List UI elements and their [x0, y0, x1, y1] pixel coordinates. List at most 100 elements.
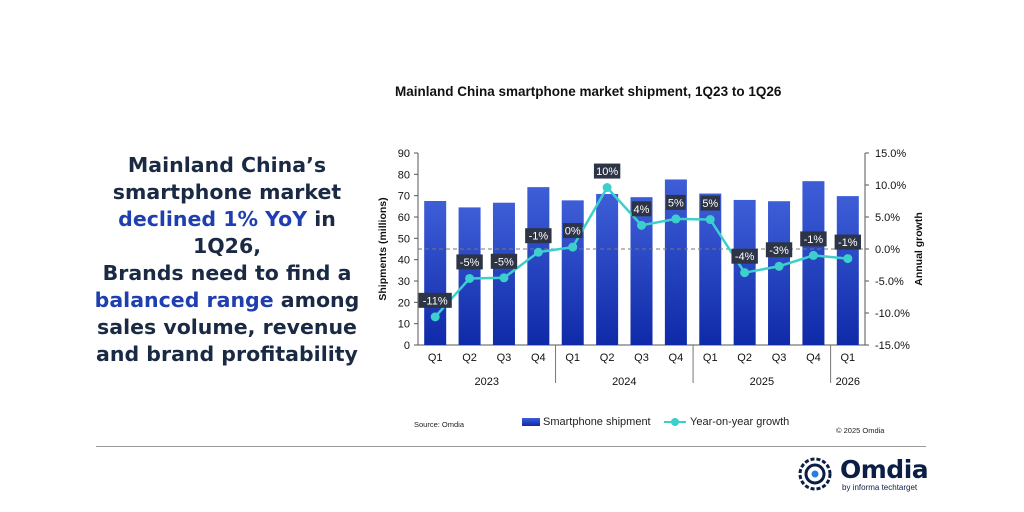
yoy-growth-point — [533, 247, 543, 257]
yoy-growth-point — [499, 273, 509, 283]
x-tick-label: Q2 — [462, 352, 477, 364]
yoy-label-box — [631, 201, 652, 217]
yoy-data-label: -1% — [838, 237, 858, 249]
bar-shipment — [424, 201, 447, 345]
headline-line: and brand profitability — [96, 342, 358, 366]
x-group-label: 2026 — [836, 376, 860, 388]
y2-tick-label: 15.0% — [875, 148, 906, 160]
yoy-data-label: -11% — [423, 295, 448, 307]
x-tick-label: Q1 — [840, 352, 855, 364]
yoy-growth-point — [843, 254, 853, 264]
yoy-data-label: 5% — [668, 197, 684, 209]
y2-tick-label: 5.0% — [875, 212, 900, 224]
headline-line: sales volume, revenue — [97, 315, 357, 339]
yoy-label-box — [834, 234, 862, 250]
yoy-label-box — [731, 248, 758, 264]
omdia-logo-icon — [798, 457, 832, 491]
bar-shipment — [596, 193, 619, 345]
yoy-label-box — [666, 194, 686, 210]
yoy-label-box — [800, 231, 827, 247]
x-tick-label: Q1 — [703, 352, 718, 364]
x-tick-label: Q3 — [634, 352, 649, 364]
y2-tick-label: -15.0% — [875, 340, 910, 352]
x-tick-label: Q2 — [600, 352, 615, 364]
yoy-growth-point — [637, 220, 646, 230]
yoy-data-label: 5% — [702, 198, 718, 210]
logo-tagline: by informa techtarget — [842, 483, 918, 492]
x-tick-label: Q1 — [428, 352, 443, 364]
y-tick-label: 90 — [398, 148, 410, 160]
headline-highlight: declined 1% YoY — [118, 207, 308, 231]
yoy-data-label: 4% — [634, 204, 650, 216]
y2-tick-label: -10.0% — [875, 308, 910, 320]
yoy-growth-point — [671, 214, 681, 224]
legend-label: Year-on-year growth — [690, 416, 790, 428]
yoy-data-label: -3% — [769, 245, 789, 257]
headline-line: Mainland China’s — [127, 153, 327, 177]
yoy-label-box — [593, 163, 621, 179]
bar-shipment — [527, 187, 550, 345]
headline-line: balanced range among — [92, 287, 362, 314]
x-tick-label: Q2 — [737, 352, 752, 364]
chart-title: Mainland China smartphone market shipmen… — [395, 84, 782, 99]
headline-line: declined 1% YoY in 1Q26, — [92, 206, 362, 260]
yoy-data-label: -1% — [804, 234, 824, 246]
y-tick-label: 60 — [398, 212, 410, 224]
logo-wordmark: Omdia — [840, 455, 929, 484]
bar-shipment — [630, 197, 653, 345]
omdia-logo: Omdia by informa techtarget — [796, 455, 929, 495]
yoy-label-box — [525, 228, 552, 244]
yoy-label-box — [765, 242, 793, 258]
yoy-growth-point — [808, 250, 818, 260]
legend-label: Smartphone shipment — [543, 416, 651, 428]
bar-shipment — [768, 201, 791, 345]
yoy-label-box — [418, 292, 452, 308]
yoy-label-box — [700, 195, 721, 211]
yoy-data-label: -1% — [529, 231, 549, 243]
headline-line: smartphone market — [112, 180, 342, 204]
y-tick-label: 80 — [398, 169, 410, 181]
y-tick-label: 20 — [398, 297, 410, 309]
yoy-label-box — [456, 254, 483, 270]
y-axis-title: Shipments (millions) — [377, 197, 389, 300]
x-group-label: 2023 — [475, 376, 499, 388]
headline: Mainland China’s smartphone market decli… — [92, 152, 362, 368]
y2-axis-title: Annual growth — [913, 212, 925, 286]
y-tick-label: 30 — [398, 276, 410, 288]
headline-text: in 1Q26, — [192, 207, 336, 258]
y-tick-label: 0 — [404, 340, 410, 352]
headline-text: among — [273, 288, 360, 312]
y-tick-label: 70 — [398, 191, 410, 203]
combo-chart: 0 10 20 30 40 50 60 70 80 90 -15.0% -10.0% -5.0% 0.0%… — [377, 148, 925, 388]
yoy-data-label: -5% — [494, 256, 514, 268]
yoy-growth-point — [774, 261, 784, 271]
yoy-growth-point — [602, 183, 612, 193]
yoy-data-label: -5% — [460, 257, 480, 269]
y-tick-label: 40 — [398, 255, 410, 267]
bar-shipment — [802, 181, 825, 345]
legend-bar-swatch — [522, 418, 540, 426]
legend-item-shipment: Smartphone shipment — [522, 416, 651, 428]
legend-item-growth: Year-on-year growth — [664, 416, 789, 428]
bar-shipment — [836, 196, 859, 345]
x-tick-label: Q3 — [497, 352, 512, 364]
yoy-growth-point — [568, 242, 578, 252]
yoy-label-box — [490, 253, 518, 269]
x-tick-label: Q3 — [772, 352, 787, 364]
yoy-data-label: 0% — [565, 226, 581, 238]
yoy-data-label: 10% — [596, 166, 618, 178]
x-tick-label: Q4 — [531, 352, 546, 364]
yoy-growth-point — [430, 312, 440, 322]
y-tick-label: 10 — [398, 319, 410, 331]
bar-shipment — [561, 200, 584, 345]
bar-shipment — [699, 193, 722, 345]
y2-tick-label: -5.0% — [875, 276, 904, 288]
y-tick-label: 50 — [398, 233, 410, 245]
source-note: Source: Omdia — [414, 420, 465, 429]
x-group-label: 2024 — [612, 376, 636, 388]
headline-highlight: balanced range — [94, 288, 274, 312]
divider — [96, 446, 926, 447]
legend-line-swatch — [664, 418, 686, 426]
x-tick-label: Q4 — [669, 352, 684, 364]
x-group-label: 2025 — [750, 376, 774, 388]
